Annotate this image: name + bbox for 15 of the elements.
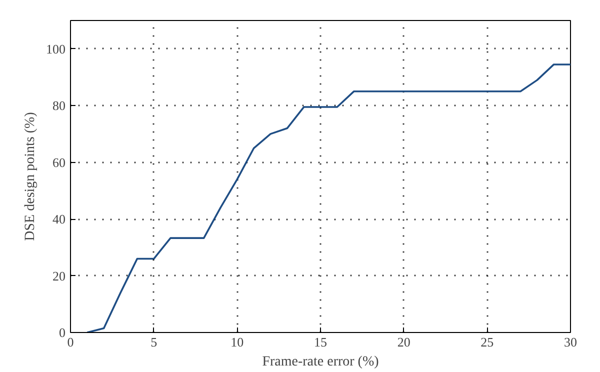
x-tick-label: 5 <box>150 334 158 350</box>
x-tick-label: 10 <box>230 334 244 350</box>
x-tick-label: 20 <box>397 334 410 350</box>
y-tick-label: 40 <box>52 212 66 227</box>
x-axis-title: Frame-rate error (%) <box>262 354 380 370</box>
x-tick-label: 25 <box>480 334 494 350</box>
y-tick-label: 100 <box>46 41 66 56</box>
y-tick-label: 0 <box>59 325 66 340</box>
x-tick-label: 30 <box>564 334 577 350</box>
y-tick-label: 60 <box>52 154 66 170</box>
y-tick-label: 80 <box>52 98 66 114</box>
y-axis-title: DSE design points (%) <box>23 112 38 241</box>
line-series <box>86 64 570 332</box>
x-tick-label: 15 <box>314 334 327 350</box>
y-tick-label: 20 <box>52 268 66 284</box>
